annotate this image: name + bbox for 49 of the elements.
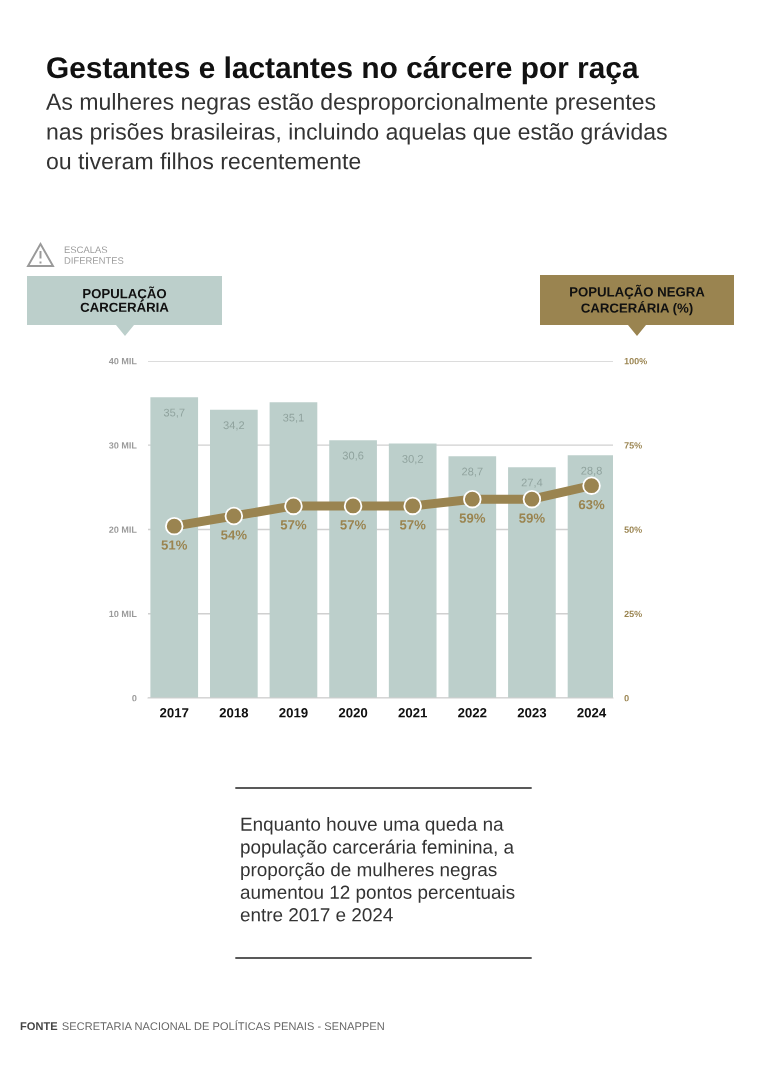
bar bbox=[388, 443, 437, 698]
point bbox=[224, 506, 244, 526]
y-tick-label: 20 MIL bbox=[109, 526, 137, 533]
y2-tick-label: 75% bbox=[624, 442, 642, 449]
y-tick-label: 0 bbox=[132, 694, 137, 702]
bar bbox=[508, 467, 556, 698]
x-tick-label: 2022 bbox=[458, 708, 487, 718]
bar bbox=[329, 440, 377, 698]
x-tick-label: 2019 bbox=[279, 708, 308, 718]
point bbox=[343, 496, 363, 516]
text: SECRETARIA NACIONAL DE POLÍTICAS PENAIS - SENAPPEN bbox=[62, 1020, 384, 1031]
chart-title: Gestantes e lactantes no cárcere por raça bbox=[47, 56, 639, 85]
data-label: 57% bbox=[340, 520, 366, 530]
y-tick-label: 10 MIL bbox=[109, 610, 137, 618]
data-label: 57% bbox=[280, 520, 307, 530]
data-label: 59% bbox=[519, 513, 545, 523]
bar bbox=[150, 397, 199, 698]
text: Enquanto houve uma queda na população carcerária feminina, a proporção de mulheres negras aumentou 12 pontos percentuais entre 2017 e 2024 bbox=[240, 817, 515, 922]
y2-axis-title: POPULAÇÃO NEGRA CARCERÁRIA (%) bbox=[570, 284, 705, 316]
x-tick-label: 2021 bbox=[398, 708, 427, 718]
text: FONTE bbox=[20, 1022, 58, 1031]
y2-tick-label: 50% bbox=[624, 526, 642, 533]
x-tick-label: 2018 bbox=[219, 708, 249, 718]
point bbox=[164, 516, 184, 536]
y-axis-title: POPULAÇÃO CARCERÁRIA bbox=[80, 286, 169, 312]
bar bbox=[210, 409, 258, 698]
point bbox=[284, 496, 303, 516]
text: ESCALAS DIFERENTES bbox=[64, 246, 124, 264]
point bbox=[582, 476, 601, 495]
y2-tick-label: 0 bbox=[624, 694, 629, 702]
x-tick-label: 2024 bbox=[577, 708, 607, 718]
x-tick-label: 2020 bbox=[338, 708, 368, 718]
data-label: 51% bbox=[161, 540, 188, 550]
bar bbox=[269, 402, 318, 698]
bar bbox=[448, 456, 497, 698]
chart-subtitle: As mulheres negras estão desproporcionalmente presentes nas prisões brasileiras, incluindo aquelas que estão grávidas ou tiveram filhos recentemente bbox=[46, 93, 667, 170]
y-tick-label: 30 MIL bbox=[109, 442, 137, 449]
y2-tick-label: 25% bbox=[624, 610, 642, 618]
data-label: 54% bbox=[221, 530, 247, 540]
point bbox=[403, 496, 422, 516]
point bbox=[463, 489, 482, 509]
x-tick-label: 2017 bbox=[160, 708, 189, 718]
data-label: 57% bbox=[399, 520, 426, 530]
y-tick-label: 40 MIL bbox=[108, 357, 137, 365]
y2-tick-label: 100% bbox=[624, 357, 647, 365]
x-tick-label: 2023 bbox=[517, 708, 547, 718]
point bbox=[522, 489, 542, 509]
data-label: 59% bbox=[459, 513, 486, 523]
data-label: 63% bbox=[578, 499, 605, 510]
